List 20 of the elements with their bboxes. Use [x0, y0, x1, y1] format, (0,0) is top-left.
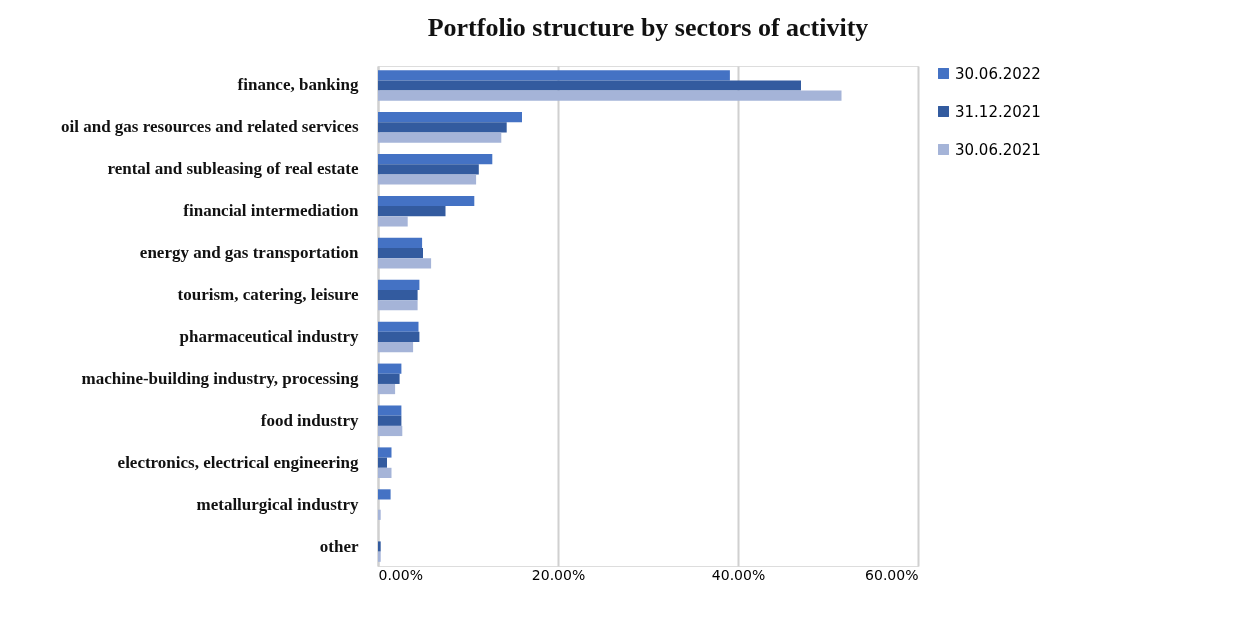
x-tick-label: 60.00%	[865, 566, 919, 583]
y-tick-label: tourism, catering, leisure	[177, 285, 359, 305]
legend-label: 31.12.2021	[955, 102, 1041, 121]
y-tick-label: electronics, electrical engineering	[117, 452, 359, 472]
x-tick-label: 40.00%	[711, 566, 766, 583]
y-tick-label: food industry	[260, 410, 359, 430]
y-tick-label: finance, banking	[237, 75, 359, 95]
y-tick-label: other	[319, 536, 359, 556]
y-tick-label: energy and gas transportation	[139, 243, 360, 263]
y-tick-label: oil and gas resources and related services	[61, 117, 359, 137]
x-tick-label: 0.00%	[378, 566, 423, 583]
y-tick-label: rental and subleasing of real estate	[107, 159, 359, 179]
y-tick-label: metallurgical industry	[196, 494, 359, 514]
y-tick-label: financial intermediation	[183, 201, 360, 221]
y-tick-label: pharmaceutical industry	[179, 326, 359, 346]
chart-title: Portfolio structure by sectors of activity	[427, 13, 869, 42]
legend-label: 30.06.2021	[955, 140, 1041, 159]
y-tick-label: machine-building industry, processing	[81, 368, 359, 388]
x-tick-label: 20.00%	[531, 566, 586, 583]
legend-label: 30.06.2022	[955, 64, 1041, 83]
